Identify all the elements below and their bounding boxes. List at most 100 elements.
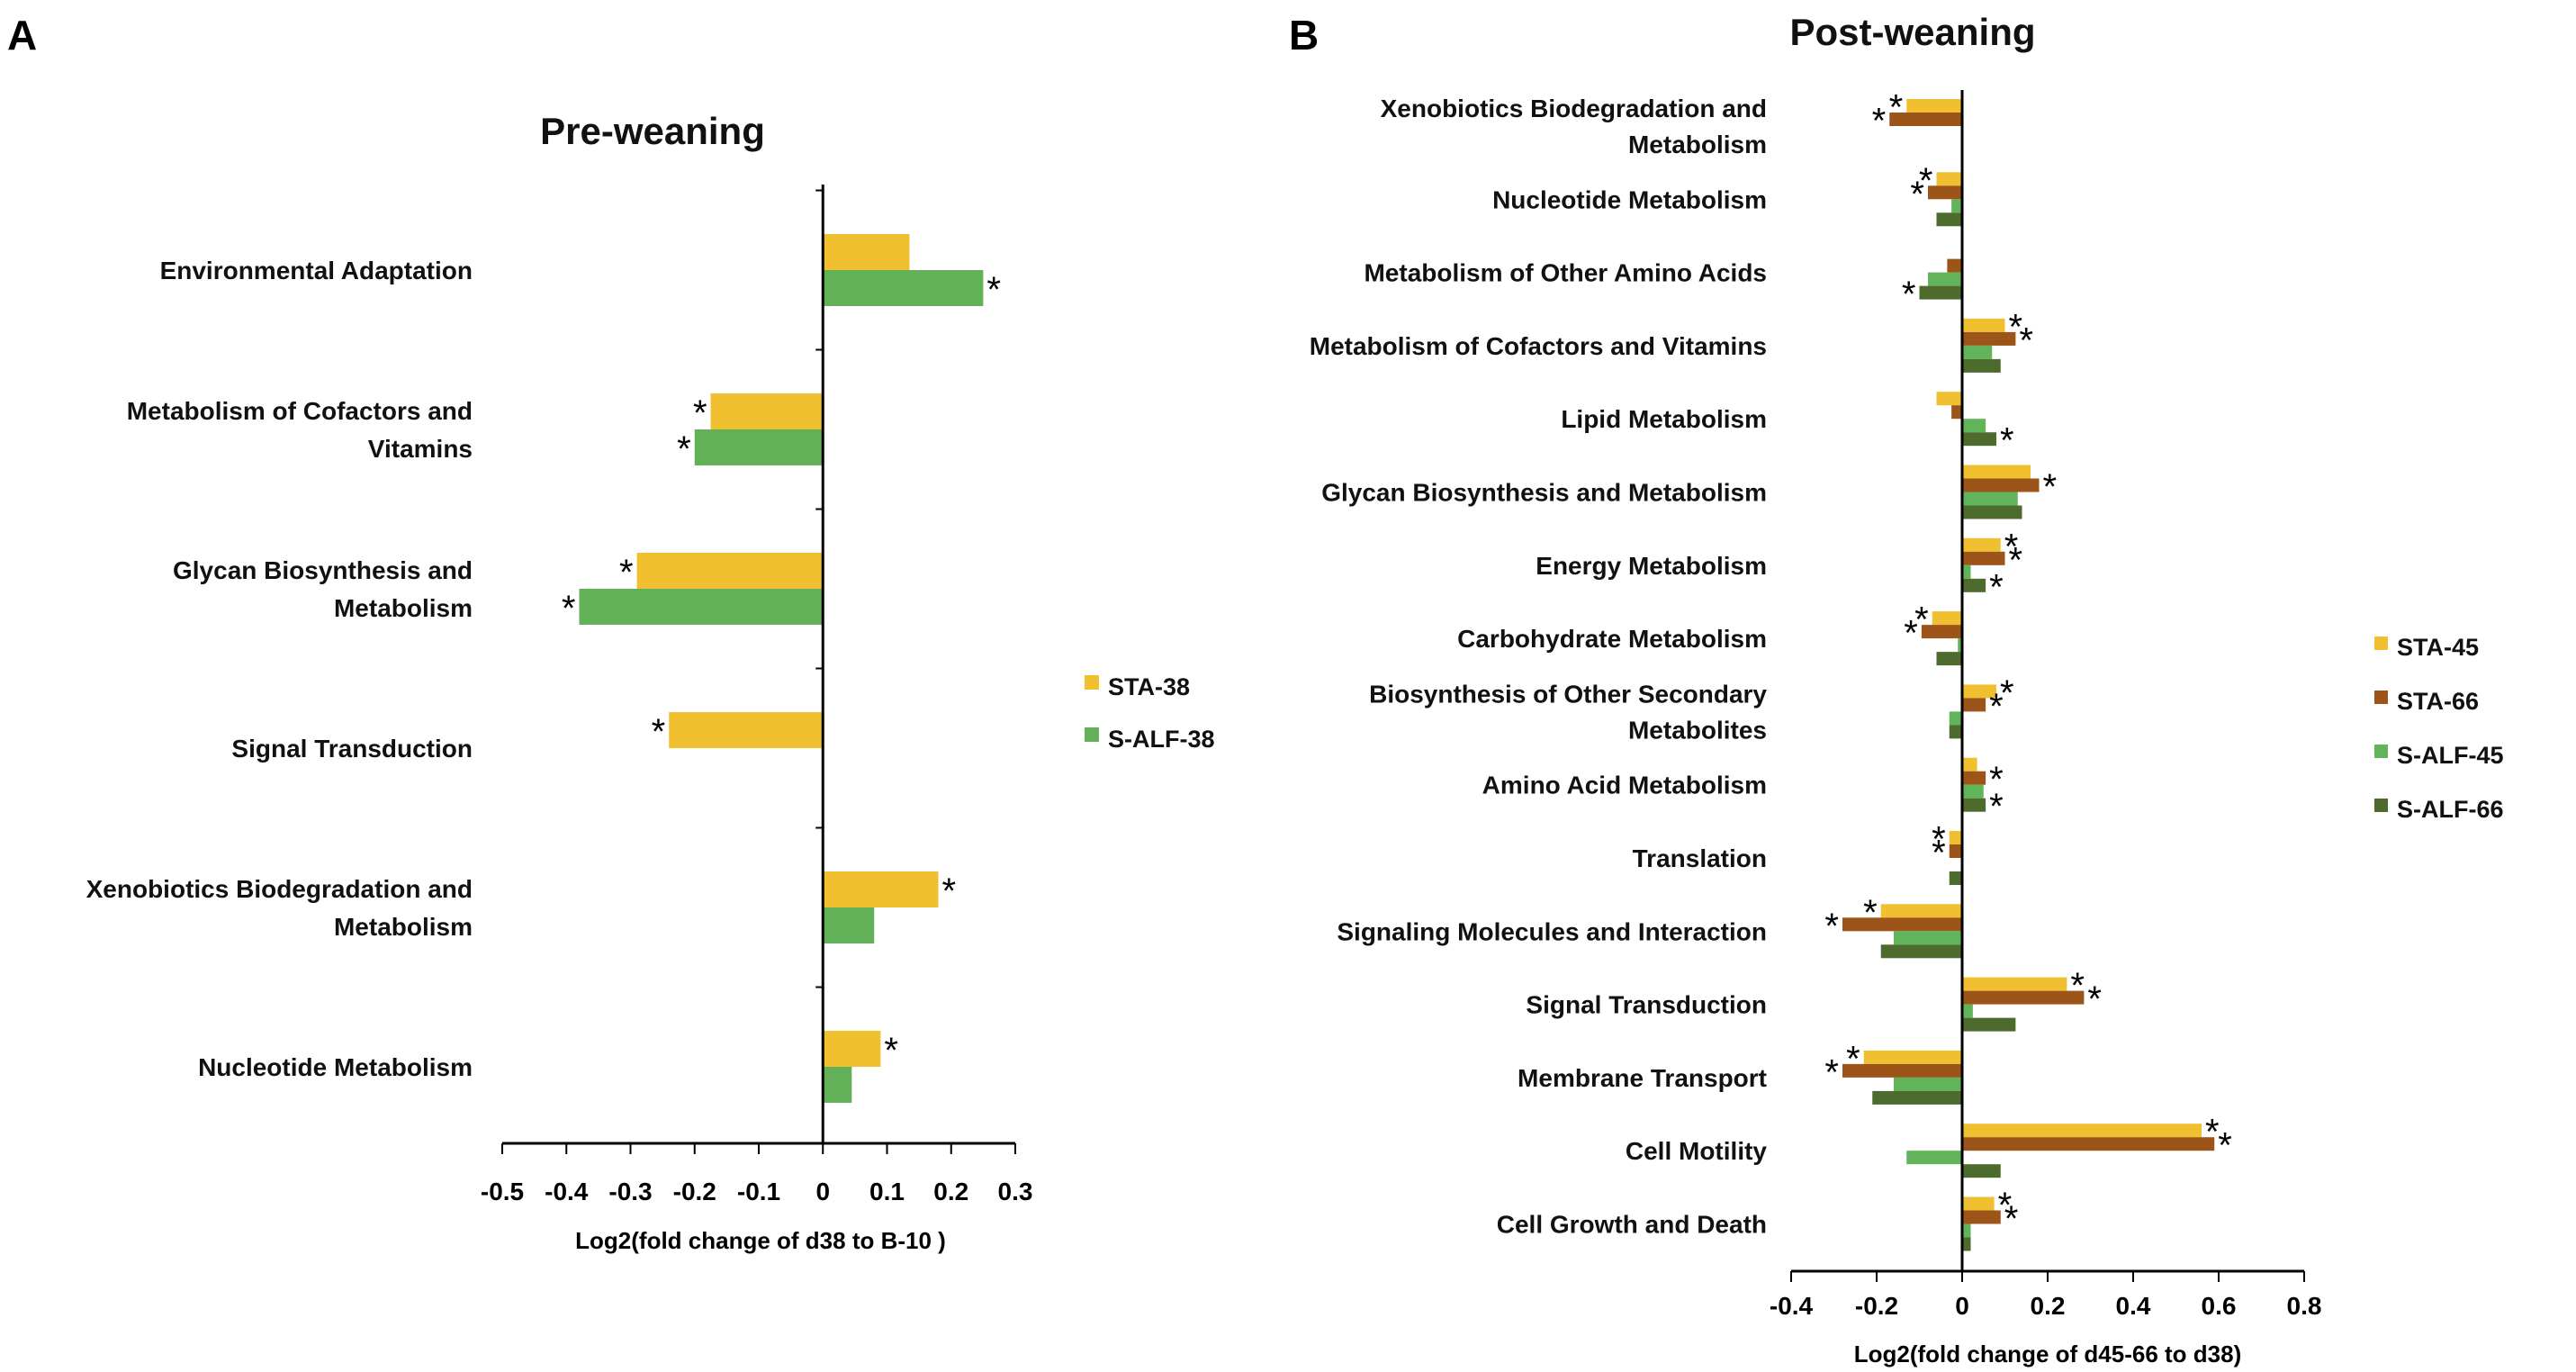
post-weaning-title: Post-weaning bbox=[1789, 11, 2035, 53]
post-weaning-x-tick-label: 0.4 bbox=[2116, 1292, 2151, 1320]
post-weaning-bar-s-alf-66-15 bbox=[1962, 1237, 1971, 1251]
post-weaning-x-axis-label: Log2(fold change of d45-66 to d38) bbox=[1854, 1340, 2241, 1367]
post-weaning-bar-sta-66-7 bbox=[1921, 625, 1962, 639]
post-weaning-bar-s-alf-66-10 bbox=[1949, 871, 1962, 885]
post-weaning-category-label: Energy Metabolism bbox=[1536, 552, 1767, 580]
pre-weaning-bar-s-alf-38-1 bbox=[694, 429, 824, 465]
post-weaning-legend-label-s-alf-66: S-ALF-66 bbox=[2397, 796, 2504, 823]
pre-weaning-sig-star: * bbox=[677, 429, 691, 469]
post-weaning-bar-sta-66-13 bbox=[1842, 1063, 1962, 1078]
post-weaning-bar-sta-45-4 bbox=[1936, 392, 1962, 406]
post-weaning-bar-sta-66-2 bbox=[1947, 258, 1962, 273]
post-weaning-bar-sta-45-7 bbox=[1932, 611, 1962, 626]
post-weaning-bar-s-alf-45-15 bbox=[1962, 1223, 1971, 1238]
panel-b-letter: B bbox=[1289, 12, 1319, 59]
post-weaning-bar-s-alf-45-5 bbox=[1962, 492, 2018, 506]
post-weaning-category-label: Xenobiotics Biodegradation and bbox=[1381, 95, 1767, 122]
pre-weaning-sig-star: * bbox=[562, 589, 576, 628]
post-weaning-bar-sta-66-8 bbox=[1962, 698, 1986, 712]
pre-weaning-x-tick-label: -0.2 bbox=[673, 1178, 716, 1205]
post-weaning-bar-s-alf-66-9 bbox=[1962, 798, 1986, 812]
post-weaning-category-label: Amino Acid Metabolism bbox=[1482, 772, 1767, 799]
pre-weaning-category-label: Signal Transduction bbox=[231, 735, 473, 763]
post-weaning-bar-s-alf-45-14 bbox=[1906, 1151, 1962, 1165]
pre-weaning-sig-star: * bbox=[652, 712, 666, 752]
post-weaning-bar-sta-45-10 bbox=[1949, 831, 1962, 844]
post-weaning-bar-sta-45-1 bbox=[1936, 172, 1962, 186]
post-weaning-legend-label-sta-45: STA-45 bbox=[2397, 634, 2479, 661]
pre-weaning-legend-swatch-sta-38 bbox=[1085, 675, 1099, 690]
pre-weaning-x-tick-label: -0.4 bbox=[545, 1178, 589, 1205]
post-weaning-legend-swatch-sta-66 bbox=[2374, 691, 2388, 704]
post-weaning-bar-sta-66-12 bbox=[1962, 990, 2085, 1005]
post-weaning-bar-sta-45-9 bbox=[1962, 757, 1977, 772]
post-weaning-bar-s-alf-66-8 bbox=[1949, 725, 1962, 739]
pre-weaning-category-label: Metabolism bbox=[334, 913, 473, 941]
pre-weaning-bar-sta-38-1 bbox=[710, 393, 824, 429]
post-weaning-category-label: Translation bbox=[1633, 844, 1767, 872]
post-weaning-sig-star: * bbox=[2087, 979, 2102, 1019]
post-weaning-bar-sta-66-11 bbox=[1842, 917, 1962, 932]
post-weaning-bar-sta-45-3 bbox=[1962, 318, 2005, 332]
post-weaning-sig-star: * bbox=[1902, 275, 1916, 314]
post-weaning-bar-sta-45-8 bbox=[1962, 684, 1996, 699]
post-weaning-sig-star: * bbox=[1989, 567, 2004, 607]
post-weaning-sig-star: * bbox=[2004, 527, 2019, 566]
post-weaning-category-label: Lipid Metabolism bbox=[1561, 405, 1767, 433]
post-weaning-sig-star: * bbox=[1872, 102, 1887, 141]
chart-pre-weaning: Pre-weaning*Environmental Adaptation**Me… bbox=[86, 110, 1215, 1254]
chart-post-weaning: Post-weaning**Xenobiotics Biodegradation… bbox=[1310, 11, 2504, 1367]
post-weaning-bar-s-alf-45-9 bbox=[1962, 784, 1984, 799]
post-weaning-bar-s-alf-45-13 bbox=[1894, 1077, 1962, 1091]
post-weaning-bar-s-alf-66-7 bbox=[1936, 652, 1962, 666]
pre-weaning-x-tick-label: -0.3 bbox=[608, 1178, 652, 1205]
post-weaning-bar-s-alf-45-3 bbox=[1962, 345, 1993, 359]
post-weaning-category-label: Metabolites bbox=[1628, 716, 1767, 744]
post-weaning-bar-s-alf-66-1 bbox=[1936, 212, 1962, 227]
post-weaning-sig-star: * bbox=[1989, 787, 2004, 826]
post-weaning-bar-s-alf-45-6 bbox=[1962, 564, 1971, 579]
post-weaning-sig-star: * bbox=[1932, 834, 1946, 873]
post-weaning-category-label: Metabolism bbox=[1628, 131, 1767, 158]
post-weaning-sig-star: * bbox=[1824, 1052, 1839, 1092]
pre-weaning-bar-s-alf-38-5 bbox=[823, 1067, 852, 1103]
post-weaning-category-label: Cell Growth and Death bbox=[1497, 1211, 1767, 1239]
post-weaning-x-tick-label: 0.6 bbox=[2202, 1292, 2237, 1320]
post-weaning-category-label: Signaling Molecules and Interaction bbox=[1337, 917, 1767, 945]
post-weaning-sig-star: * bbox=[1989, 687, 2004, 727]
post-weaning-bar-sta-66-14 bbox=[1962, 1137, 2215, 1151]
post-weaning-category-label: Membrane Transport bbox=[1518, 1064, 1767, 1092]
post-weaning-sig-star: * bbox=[1904, 614, 1918, 654]
post-weaning-x-tick-label: -0.4 bbox=[1770, 1292, 1814, 1320]
post-weaning-sig-star: * bbox=[1932, 820, 1946, 860]
post-weaning-sig-star: * bbox=[2218, 1126, 2232, 1166]
post-weaning-bar-sta-66-5 bbox=[1962, 478, 2040, 492]
post-weaning-bar-sta-66-1 bbox=[1928, 185, 1962, 200]
pre-weaning-category-label: Glycan Biosynthesis and bbox=[173, 556, 473, 584]
panel-a-letter: A bbox=[7, 12, 37, 59]
post-weaning-bar-s-alf-66-6 bbox=[1962, 578, 1986, 592]
pre-weaning-x-tick-label: 0.3 bbox=[998, 1178, 1033, 1205]
post-weaning-sig-star: * bbox=[1910, 175, 1924, 214]
pre-weaning-bar-sta-38-2 bbox=[636, 553, 824, 589]
post-weaning-bar-sta-45-6 bbox=[1962, 537, 2001, 552]
pre-weaning-legend-label-sta-38: STA-38 bbox=[1108, 673, 1190, 700]
post-weaning-bar-s-alf-66-2 bbox=[1919, 285, 1962, 300]
pre-weaning-bar-sta-38-4 bbox=[823, 871, 939, 907]
post-weaning-bar-sta-45-12 bbox=[1962, 977, 2067, 991]
post-weaning-legend-label-sta-66: STA-66 bbox=[2397, 688, 2479, 715]
post-weaning-bar-sta-45-13 bbox=[1863, 1050, 1962, 1064]
post-weaning-bar-sta-45-14 bbox=[1962, 1124, 2202, 1138]
post-weaning-bar-s-alf-45-7 bbox=[1958, 638, 1962, 653]
post-weaning-bar-sta-66-10 bbox=[1949, 844, 1962, 858]
pre-weaning-category-label: Metabolism bbox=[334, 594, 473, 622]
post-weaning-bar-sta-66-15 bbox=[1962, 1210, 2001, 1224]
pre-weaning-category-label: Vitamins bbox=[368, 435, 473, 463]
post-weaning-legend-swatch-sta-45 bbox=[2374, 636, 2388, 650]
pre-weaning-x-tick-label: 0 bbox=[815, 1178, 830, 1205]
pre-weaning-x-tick-label: -0.1 bbox=[737, 1178, 780, 1205]
post-weaning-category-label: Cell Motility bbox=[1626, 1137, 1768, 1165]
post-weaning-sig-star: * bbox=[2009, 540, 2023, 580]
pre-weaning-bar-s-alf-38-4 bbox=[823, 907, 875, 943]
